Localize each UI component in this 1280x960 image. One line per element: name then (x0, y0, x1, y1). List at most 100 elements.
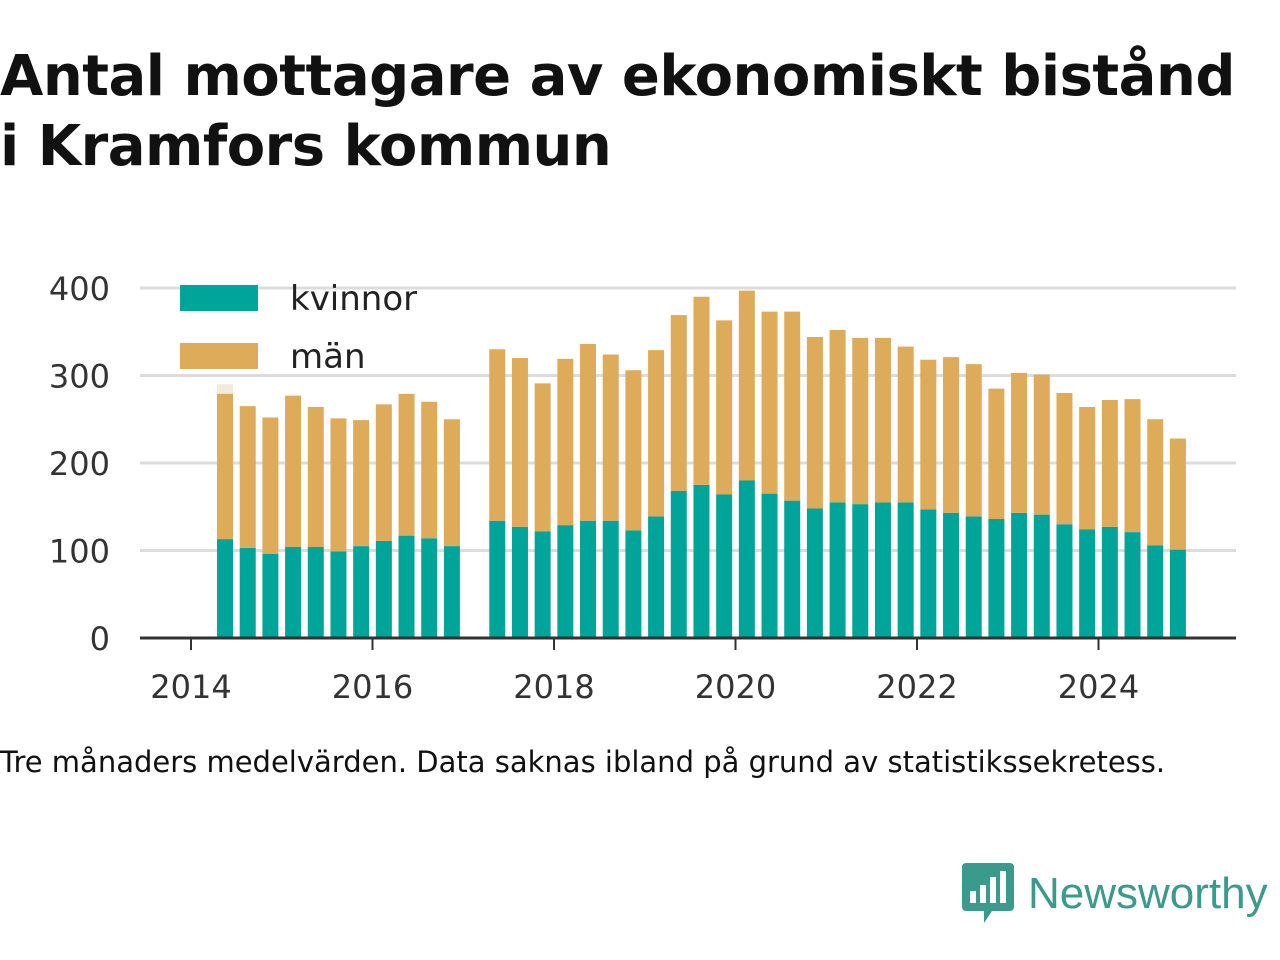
bar-man (806, 337, 823, 509)
bar-man (1033, 374, 1050, 515)
footnote: Tre månaders medelvärden. Data saknas ib… (0, 745, 1166, 779)
bar-man (738, 290, 755, 481)
legend: kvinnor män (180, 279, 417, 377)
bar-kvinnor (738, 480, 755, 638)
bar-man (421, 401, 438, 539)
bar-man (670, 315, 687, 491)
bar-man (375, 404, 392, 541)
bar-kvinnor (421, 538, 438, 638)
bar-kvinnor (1033, 514, 1050, 638)
bar-kvinnor (1147, 545, 1164, 638)
bar-man (353, 420, 370, 547)
bar-kvinnor (1056, 524, 1073, 638)
bar-man (1011, 372, 1028, 513)
bar-kvinnor (670, 491, 687, 638)
bar-kvinnor (330, 551, 347, 638)
bar-man (1056, 393, 1073, 525)
bar-man (784, 311, 801, 501)
bar-kvinnor (262, 554, 279, 638)
bar-man (489, 349, 506, 521)
bar-man (557, 358, 574, 526)
bar-kvinnor (580, 520, 597, 638)
bar-kvinnor (761, 493, 778, 638)
bar-kvinnor (920, 509, 937, 638)
bar-kvinnor (489, 520, 506, 638)
bar-kvinnor (988, 519, 1005, 638)
bar-man (648, 350, 665, 517)
bar-kvinnor (1011, 512, 1028, 638)
bar-kvinnor (897, 502, 914, 638)
x-tick-label: 2022 (876, 668, 957, 706)
bar-man (1079, 407, 1096, 530)
x-tick-label: 2024 (1058, 668, 1139, 706)
brand-logo[interactable]: Newsworthy (962, 862, 1268, 926)
legend-label-kvinnor: kvinnor (290, 279, 417, 319)
bar-kvinnor (648, 516, 665, 638)
bar-kvinnor (852, 504, 869, 638)
x-tick-label: 2018 (513, 668, 594, 706)
bar-kvinnor (602, 520, 619, 638)
legend-swatch-kvinnor (180, 285, 258, 311)
bar-man (285, 395, 302, 547)
x-tick-label: 2014 (150, 668, 231, 706)
chart-title-line-1: Antal mottagare av ekonomiskt bistånd (0, 44, 1235, 109)
x-axis-ticks: 2014 2016 2018 2020 2022 2024 (150, 638, 1139, 706)
bar-man (716, 320, 733, 495)
x-tick-label: 2016 (332, 668, 413, 706)
bar-kvinnor (806, 508, 823, 638)
legend-swatch-man (180, 343, 258, 369)
bar-man (1147, 419, 1164, 546)
bar-man (580, 344, 597, 521)
bar-man (511, 358, 528, 527)
bar-man (943, 357, 960, 513)
brand-name: Newsworthy (1028, 869, 1268, 918)
x-tick-label: 2020 (695, 668, 776, 706)
bar-man (988, 388, 1005, 519)
bar-man (829, 330, 846, 503)
bar-kvinnor (874, 502, 891, 638)
legend-label-man: män (290, 337, 366, 377)
bar-kvinnor (943, 512, 960, 638)
y-tick-label: 0 (90, 620, 110, 658)
bar-kvinnor (443, 546, 460, 638)
bar-kvinnor (625, 530, 642, 638)
bar-kvinnor (217, 539, 234, 638)
bar-kvinnor (1124, 532, 1141, 638)
bar-man (262, 417, 279, 554)
chart-title: Antal mottagare av ekonomiskt bistånd i … (0, 42, 1280, 182)
bar-kvinnor (716, 494, 733, 638)
y-tick-label: 400 (49, 270, 110, 308)
bar-kvinnor (784, 500, 801, 638)
bar-man (852, 337, 869, 505)
y-tick-label: 100 (49, 533, 110, 571)
bar-kvinnor (285, 547, 302, 638)
bar-series (217, 290, 1186, 638)
bar-man (693, 296, 710, 485)
bar-kvinnor (1169, 549, 1186, 638)
y-axis-ticks: 0 100 200 300 400 (49, 270, 110, 658)
bar-man (874, 337, 891, 503)
bar-man (443, 419, 460, 547)
bar-kvinnor (375, 540, 392, 638)
bar-kvinnor (353, 546, 370, 638)
bar-kvinnor (307, 547, 324, 638)
y-tick-label: 200 (49, 445, 110, 483)
bar-man (1124, 399, 1141, 533)
chart-title-line-2: i Kramfors kommun (0, 114, 612, 179)
bar-kvinnor (829, 502, 846, 638)
bar-man (761, 311, 778, 494)
newsworthy-logo-icon (962, 863, 1014, 923)
bar-man (1169, 438, 1186, 550)
bar-kvinnor (1079, 529, 1096, 638)
bar-kvinnor (693, 484, 710, 638)
bar-man (965, 364, 982, 517)
bar-kvinnor (398, 535, 415, 638)
bar-kvinnor (965, 516, 982, 638)
bar-man (920, 359, 937, 510)
bar-man (217, 393, 234, 540)
bar-man (307, 407, 324, 547)
bar-kvinnor (557, 525, 574, 638)
bar-man (330, 418, 347, 552)
bar-kvinnor (511, 526, 528, 638)
stacked-bar-chart: 0 100 200 300 400 2014 2016 2018 2020 2022 2024 k… (49, 270, 1236, 706)
